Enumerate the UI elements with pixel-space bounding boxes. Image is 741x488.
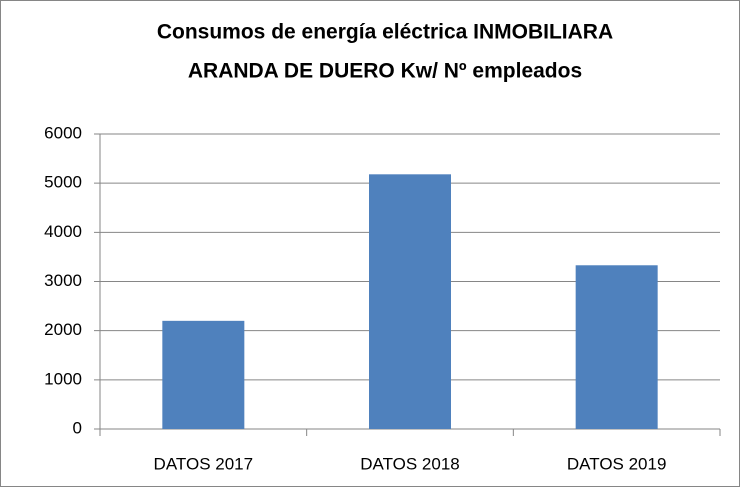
bar xyxy=(575,265,658,429)
chart-title: ARANDA DE DUERO Kw/ Nº empleados xyxy=(188,60,582,83)
y-tick-label: 3000 xyxy=(44,271,82,290)
y-tick-label: 4000 xyxy=(44,222,82,241)
y-tick-label: 5000 xyxy=(44,173,82,192)
bar xyxy=(369,174,451,429)
x-tick-label: DATOS 2019 xyxy=(567,454,667,473)
x-tick-label: DATOS 2018 xyxy=(360,454,460,473)
y-tick-label: 1000 xyxy=(44,369,82,388)
chart-title: Consumos de energía eléctrica INMOBILIAR… xyxy=(157,21,613,44)
bar xyxy=(162,320,245,429)
y-tick-label: 6000 xyxy=(44,123,82,142)
y-tick-label: 0 xyxy=(73,418,82,437)
x-tick-label: DATOS 2017 xyxy=(154,454,254,473)
y-tick-label: 2000 xyxy=(44,320,82,339)
